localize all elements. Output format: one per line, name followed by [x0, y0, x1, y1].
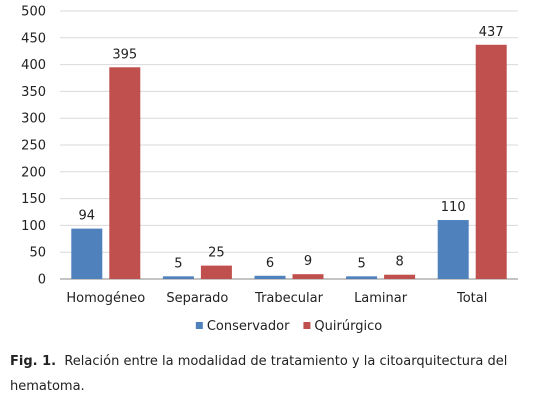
legend-label: Quirúrgico — [314, 319, 382, 334]
y-tick-label: 150 — [21, 192, 46, 207]
data-label: 6 — [266, 256, 274, 271]
y-tick-label: 500 — [21, 5, 46, 20]
bar-chart: 0 50 100 150 200 250 300 350 400 450 500 94 395 5 25 6… — [21, 5, 518, 334]
figure-caption: Fig. 1. Relación entre la modalidad de t… — [10, 349, 530, 399]
legend-swatch — [195, 322, 203, 329]
data-label: 25 — [208, 246, 225, 261]
bar-quirúrgico-3 — [384, 274, 416, 279]
data-label: 9 — [304, 254, 312, 269]
data-label: 8 — [395, 255, 403, 270]
x-category-label: Homogéneo — [66, 291, 145, 306]
y-tick-label: 50 — [29, 246, 46, 261]
bar-conservador-0 — [71, 228, 103, 279]
bar-quirúrgico-0 — [109, 67, 141, 279]
y-tick-label: 0 — [38, 273, 46, 288]
bar-conservador-3 — [346, 276, 378, 279]
y-tick-label: 450 — [21, 31, 46, 46]
x-category-label: Total — [456, 291, 487, 306]
y-tick-label: 300 — [21, 112, 46, 127]
data-label: 395 — [112, 47, 137, 62]
x-axis: Homogéneo Separado Trabecular Laminar Total — [66, 291, 487, 306]
bar-quirúrgico-2 — [292, 274, 324, 279]
x-category-label: Laminar — [354, 291, 408, 306]
data-label: 5 — [357, 256, 365, 271]
data-label: 110 — [441, 200, 466, 215]
y-axis: 0 50 100 150 200 250 300 350 400 450 500 — [21, 5, 46, 288]
data-labels: 94 395 5 25 6 9 5 8 110 437 — [79, 25, 504, 272]
bar-conservador-4 — [437, 220, 469, 279]
y-tick-label: 250 — [21, 139, 46, 154]
caption-text: Relación entre la modalidad de tratamien… — [10, 354, 508, 394]
data-label: 437 — [479, 25, 504, 40]
bar-conservador-1 — [162, 276, 194, 279]
bars — [71, 44, 507, 279]
caption-lead: Fig. 1. — [10, 354, 57, 369]
y-tick-label: 100 — [21, 219, 46, 234]
x-category-label: Trabecular — [254, 291, 324, 306]
y-tick-label: 200 — [21, 165, 46, 180]
legend-label: Conservador — [207, 319, 290, 334]
legend: Conservador Quirúrgico — [195, 319, 382, 334]
data-label: 94 — [79, 209, 96, 224]
y-tick-label: 350 — [21, 85, 46, 100]
data-label: 5 — [174, 256, 182, 271]
bar-quirúrgico-1 — [200, 265, 232, 279]
bar-conservador-2 — [254, 275, 286, 279]
y-tick-label: 400 — [21, 58, 46, 73]
legend-swatch — [303, 322, 311, 329]
x-category-label: Separado — [166, 291, 228, 306]
bar-quirúrgico-4 — [475, 44, 507, 279]
